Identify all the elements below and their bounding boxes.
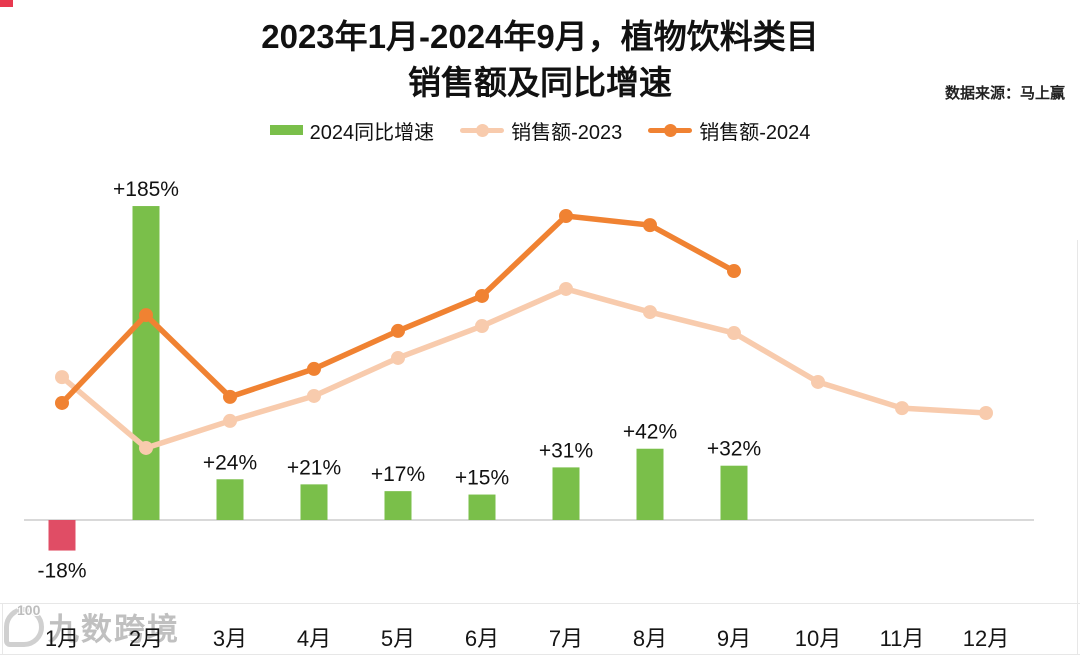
x-axis-label-2: 2月 — [129, 626, 163, 651]
x-axis-label-3: 3月 — [213, 626, 247, 651]
bar-value-label: +24% — [203, 451, 257, 474]
chart-title-line1: 2023年1月-2024年9月，植物饮料类目 — [261, 18, 819, 55]
x-axis-label-4: 4月 — [297, 626, 331, 651]
data-source-label: 数据来源：马上赢 — [944, 85, 1065, 102]
chart-title: 2023年1月-2024年9月，植物饮料类目 销售额及同比增速 — [0, 14, 1080, 105]
growth-bar-2月 — [132, 206, 160, 520]
x-axis-label-7: 7月 — [549, 626, 583, 651]
legend: 2024同比增速 销售额-2023 销售额-2024 — [0, 112, 1080, 148]
sales-2023-point — [55, 370, 69, 385]
watermark-logo-icon: 100 — [4, 602, 44, 647]
sales-2023-line — [59, 286, 989, 451]
sales-2024-point — [559, 209, 573, 223]
legend-bar-swatch-icon — [269, 125, 303, 135]
x-axis-label-11: 11月 — [880, 626, 925, 651]
corner-red-mark — [0, 0, 13, 7]
legend-item-2: 销售额-2024 — [648, 116, 810, 145]
x-axis-label-5: 5月 — [381, 626, 415, 651]
bar-value-label: +17% — [371, 463, 425, 486]
sales-2024-point — [307, 361, 321, 376]
legend-label: 销售额-2023 — [511, 121, 623, 144]
bar-value-label: +15% — [455, 467, 509, 490]
sales-2023-point — [979, 405, 993, 420]
bar-value-label: +21% — [287, 456, 341, 479]
sales-2024-point — [223, 389, 237, 404]
sales-2024-point — [391, 323, 405, 338]
sales-2024-point — [55, 395, 69, 410]
x-axis-label-8: 8月 — [633, 626, 667, 651]
chart-title-line2: 销售额及同比增速 — [408, 63, 672, 101]
growth-bar-7月 — [552, 467, 580, 520]
sales-2023-point — [727, 326, 741, 341]
legend-item-0: 2024同比增速 — [269, 116, 435, 145]
sales-2023-point — [895, 401, 909, 416]
growth-bar-4月 — [300, 484, 328, 520]
growth-bar-3月 — [216, 479, 244, 520]
sales-2024-point — [475, 288, 489, 303]
bar-value-label: -18% — [37, 560, 86, 583]
sales-2023-point — [811, 374, 825, 389]
sales-2023-point — [643, 305, 657, 320]
x-axis-label-6: 6月 — [465, 626, 499, 651]
watermark-text: 九数跨境 — [48, 612, 180, 647]
growth-bar-5月 — [384, 491, 412, 520]
legend-item-1: 销售额-2023 — [460, 116, 622, 145]
growth-bar-9月 — [720, 465, 748, 520]
sales-2023-point — [475, 319, 489, 334]
growth-bar-1月 — [48, 520, 76, 551]
sales-2023-point — [391, 350, 405, 365]
legend-label: 2024同比增速 — [309, 121, 435, 144]
legend-line-marker-icon — [460, 123, 505, 137]
x-axis-label-1: 1月 — [45, 626, 79, 651]
sales-2023-point — [307, 388, 321, 403]
bar-value-label: +32% — [707, 438, 761, 461]
sales-2023-point — [223, 413, 237, 428]
x-axis-label-10: 10月 — [795, 626, 841, 651]
sales-2023-point — [139, 440, 153, 455]
bar-value-label: +42% — [623, 421, 677, 444]
legend-line-marker-icon — [648, 123, 693, 137]
sales-2023-point — [559, 281, 573, 296]
growth-bar-8月 — [636, 448, 664, 520]
watermark: 100 九数跨境 — [4, 602, 180, 649]
x-axis-label-12: 12月 — [963, 626, 1009, 651]
bar-value-label: +31% — [539, 439, 593, 462]
x-axis-label-9: 9月 — [717, 626, 751, 651]
sales-2024-point — [727, 264, 741, 279]
legend-label: 销售额-2024 — [699, 121, 811, 144]
bar-value-label: +185% — [113, 178, 179, 201]
sales-2024-point — [139, 308, 153, 323]
sales-2024-point — [643, 218, 657, 233]
growth-bar-6月 — [468, 494, 496, 520]
